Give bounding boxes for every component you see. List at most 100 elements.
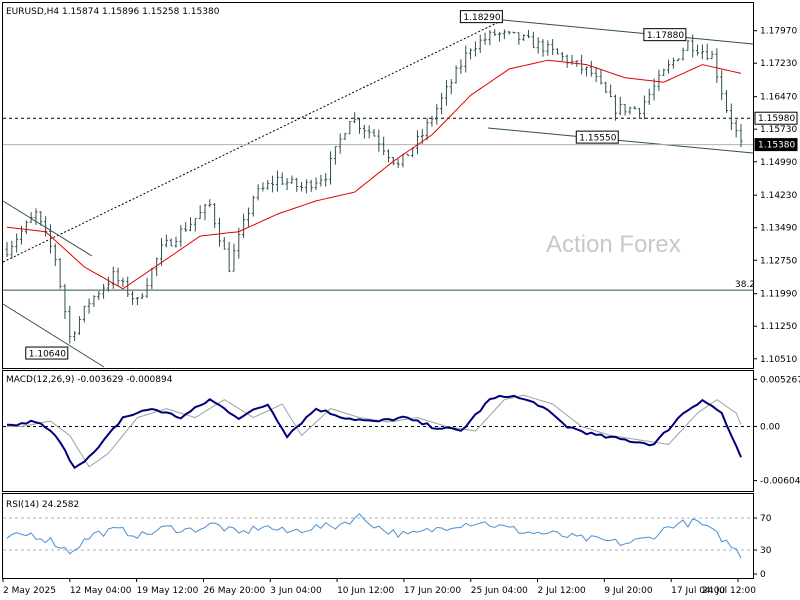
rsi-tick-label: 0 — [760, 570, 766, 580]
candle — [686, 40, 690, 51]
price-marker-label: 1.15380 — [758, 141, 795, 151]
candle — [179, 225, 183, 247]
price-tick-label: 1.13490 — [760, 224, 797, 234]
candle — [222, 237, 226, 250]
candle — [131, 291, 135, 305]
candle — [691, 34, 695, 58]
candle — [676, 58, 680, 62]
candle — [444, 80, 448, 106]
candle — [77, 316, 81, 335]
rsi-tick-label: 70 — [760, 514, 772, 524]
candle — [261, 182, 265, 192]
candle — [150, 267, 154, 290]
candle — [92, 295, 96, 307]
candle — [237, 227, 241, 259]
candle — [63, 283, 67, 320]
candle — [319, 174, 323, 187]
candle — [517, 32, 521, 45]
rsi-tick-label: 30 — [760, 546, 772, 556]
candle — [493, 29, 497, 36]
candle — [111, 266, 115, 289]
time-tick-label: 25 Jun 04:00 — [471, 586, 528, 596]
candle — [362, 124, 366, 139]
candle — [396, 158, 400, 168]
price-axis: 1.17970 1.17230 1.16470 1.15730 1.14990 1.142… — [753, 27, 798, 365]
candle — [242, 213, 246, 238]
candle — [213, 202, 217, 229]
candle — [671, 57, 675, 69]
candle — [82, 305, 86, 323]
early-channel-top — [2, 200, 93, 257]
candle — [24, 220, 28, 235]
candle — [348, 120, 352, 135]
candle — [198, 205, 202, 220]
candle — [594, 67, 598, 83]
price-annotation-label: 1.15550 — [579, 134, 616, 144]
candle — [459, 59, 463, 74]
symbol-header: EURUSD,H4 1.15874 1.15896 1.15258 1.1538… — [6, 7, 220, 17]
candle — [246, 207, 250, 227]
candle — [473, 41, 477, 57]
candle — [34, 208, 38, 225]
candle — [97, 290, 101, 300]
macd-signal-line — [7, 394, 742, 468]
time-tick-label: 17 Jun 20:00 — [404, 586, 461, 596]
price-annotation: 1.15550 — [575, 130, 619, 144]
rsi-panel-frame — [2, 493, 754, 579]
candle — [604, 81, 608, 94]
candle — [483, 32, 487, 45]
candle — [53, 243, 57, 267]
candle — [584, 66, 588, 77]
candle — [275, 170, 279, 192]
candle — [580, 54, 584, 75]
candle — [454, 65, 458, 84]
candle — [430, 115, 434, 127]
candle — [415, 130, 419, 155]
time-axis: 2 May 2025 12 May 04:00 19 May 12:00 26 May… — [2, 578, 756, 596]
candle — [425, 117, 429, 141]
candle — [725, 90, 729, 113]
macd-tick-label: 0.005267 — [760, 375, 800, 385]
candle — [502, 29, 506, 40]
candle — [623, 103, 627, 116]
candle — [527, 30, 531, 39]
candle — [266, 180, 270, 190]
candle — [372, 128, 376, 137]
candle — [5, 241, 9, 258]
candle — [324, 173, 328, 187]
time-tick-label: 2 Jul 12:00 — [538, 586, 587, 596]
candle — [710, 50, 714, 60]
macd-tick-label: -0.00604 — [760, 477, 800, 487]
candle — [599, 69, 603, 85]
candle — [406, 153, 410, 156]
candle — [657, 69, 661, 91]
candle — [642, 95, 646, 120]
price-annotation: 1.10640 — [25, 346, 69, 360]
candle — [546, 40, 550, 56]
price-annotation: 1.18290 — [459, 10, 503, 24]
candle — [662, 68, 666, 76]
candle — [377, 129, 381, 152]
candle — [440, 92, 444, 115]
candle — [522, 34, 526, 41]
macd-header: MACD(12,26,9) -0.003629 -0.000894 — [6, 375, 173, 385]
rsi-layer: 70 30 0 — [3, 513, 772, 580]
candle — [304, 179, 308, 194]
candle — [367, 125, 371, 139]
candle — [203, 203, 207, 221]
candle — [333, 146, 337, 165]
candle — [618, 96, 622, 116]
candle — [565, 54, 569, 68]
candle — [285, 178, 289, 191]
candle — [314, 177, 318, 190]
candle — [174, 236, 178, 248]
candle — [309, 179, 313, 192]
candle — [217, 217, 221, 247]
price-marker: 1.15380 — [754, 138, 798, 152]
candle — [705, 43, 709, 61]
macd-tick-label: 0.00 — [760, 423, 780, 433]
candle — [531, 31, 535, 49]
candle — [449, 78, 453, 95]
candle — [734, 119, 738, 138]
candle — [300, 182, 304, 192]
